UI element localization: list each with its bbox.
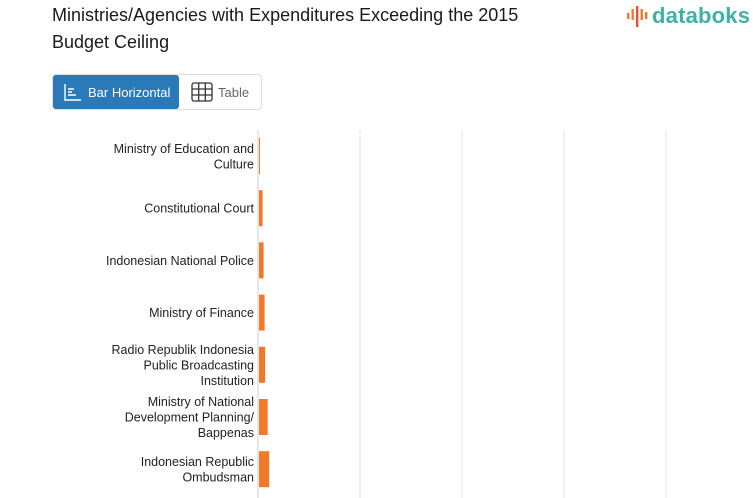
category-label: Ministry of Finance bbox=[149, 306, 254, 320]
bar bbox=[259, 294, 265, 331]
category-label: Ombudsman bbox=[182, 470, 254, 484]
category-label: Constitutional Court bbox=[144, 202, 254, 216]
databoks-logo: databoks bbox=[626, 3, 750, 29]
bar bbox=[259, 242, 264, 279]
category-label: Ministry of Education and bbox=[114, 142, 254, 156]
chart-title: Ministries/Agencies with Expenditures Ex… bbox=[52, 5, 519, 52]
table-grid-icon bbox=[191, 82, 213, 102]
bar-chart-icon bbox=[64, 84, 81, 101]
category-label: Indonesian National Police bbox=[106, 254, 254, 268]
category-label: Indonesian Republic bbox=[141, 455, 254, 469]
bar bbox=[259, 399, 268, 435]
category-label: Development Planning/ bbox=[125, 411, 255, 425]
category-label: Ministry of National bbox=[148, 395, 254, 409]
logo-text: databoks bbox=[652, 3, 751, 28]
category-label: Bappenas bbox=[198, 426, 254, 440]
category-label: Culture bbox=[214, 157, 254, 171]
logo-bars-icon bbox=[627, 6, 648, 27]
bar bbox=[259, 346, 266, 383]
category-label: Institution bbox=[200, 374, 254, 388]
view-toggle: Bar Horizontal Table bbox=[52, 74, 262, 110]
table-button[interactable]: Table bbox=[179, 75, 249, 109]
bar bbox=[259, 451, 270, 488]
table-label: Table bbox=[218, 84, 250, 100]
bar bbox=[259, 190, 263, 227]
bar bbox=[259, 138, 260, 174]
bar-horizontal-label: Bar Horizontal bbox=[88, 84, 171, 100]
category-label: Public Broadcasting bbox=[144, 358, 255, 372]
bar-horizontal-button[interactable]: Bar Horizontal bbox=[53, 75, 179, 109]
category-label: Radio Republik Indonesia bbox=[112, 343, 255, 357]
